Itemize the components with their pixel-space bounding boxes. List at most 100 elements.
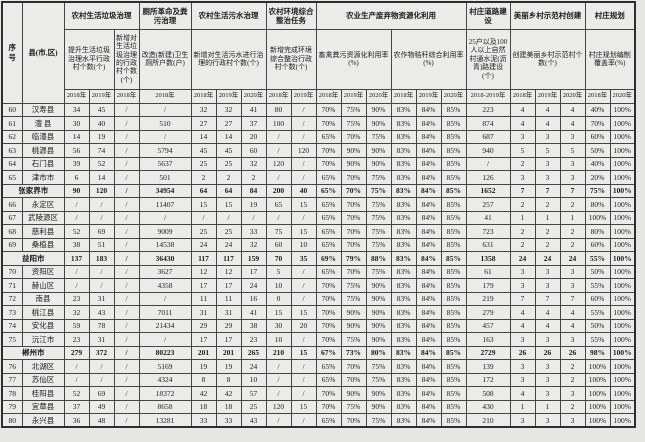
- data-cell: 3: [559, 264, 586, 279]
- data-cell: /: [290, 116, 317, 131]
- data-cell: 70%: [315, 156, 342, 171]
- data-cell: 38: [240, 318, 267, 333]
- data-cell: 85%: [440, 102, 467, 117]
- data-cell: 83%: [390, 156, 417, 171]
- data-cell: 100%: [609, 291, 636, 306]
- data-cell: 24: [240, 359, 267, 374]
- data-cell: 67%: [315, 345, 342, 360]
- data-cell: 18372: [138, 386, 192, 401]
- data-cell: 85%: [440, 386, 467, 401]
- data-cell: 126: [465, 170, 511, 185]
- group-header: 农村生活污水治理: [190, 1, 267, 30]
- data-cell: 3: [534, 278, 561, 293]
- data-cell: 11: [190, 291, 217, 306]
- data-cell: 65%: [315, 129, 342, 144]
- data-cell: /: [465, 156, 511, 171]
- data-cell: 41: [240, 102, 267, 117]
- data-cell: 90%: [365, 102, 392, 117]
- data-cell: 40: [88, 116, 115, 131]
- county-name: 安化县: [21, 318, 65, 333]
- data-cell: /: [113, 197, 140, 212]
- row-seq: 79: [1, 399, 23, 414]
- column-subheader: 农作物秸秆综合利用率(%): [390, 28, 467, 90]
- data-cell: 75%: [365, 197, 392, 212]
- data-cell: 1: [509, 399, 536, 414]
- data-cell: /: [113, 183, 140, 198]
- data-cell: 26: [559, 345, 586, 360]
- table-row: 益阳市 137 183/36430 117 117 159 70 35 69% 79% 88% 83%…: [1, 251, 636, 266]
- data-cell: 73%: [340, 345, 367, 360]
- table-row: 63 桃源县 56 74/5794 45 45 60/120 70% 90% 90% 83% 84% 8…: [1, 143, 636, 158]
- city-summary-name: 张家界市: [1, 183, 65, 198]
- data-cell: 84%: [415, 224, 442, 239]
- row-seq: 64: [1, 156, 23, 171]
- data-cell: 85%: [440, 170, 467, 185]
- data-cell: 84%: [415, 278, 442, 293]
- data-cell: 65%: [315, 413, 342, 428]
- row-seq: 68: [1, 224, 23, 239]
- data-cell: /: [290, 291, 317, 306]
- table-row: 74 安化县 59 78/21434 29 29 38 30 20 70% 90% 90% 83% 84%…: [1, 318, 636, 333]
- data-cell: /: [63, 264, 90, 279]
- data-cell: 20%: [584, 170, 611, 185]
- data-cell: 65%: [315, 359, 342, 374]
- data-cell: 80%: [365, 345, 392, 360]
- data-cell: 3: [534, 264, 561, 279]
- data-cell: 78: [88, 318, 115, 333]
- data-cell: 83%: [390, 102, 417, 117]
- data-cell: 37: [63, 399, 90, 414]
- data-cell: 11: [215, 291, 242, 306]
- data-cell: 3: [534, 156, 561, 171]
- data-cell: 7011: [138, 305, 192, 320]
- row-seq: 75: [1, 332, 23, 347]
- data-cell: 15: [215, 197, 242, 212]
- data-cell: 80%: [584, 224, 611, 239]
- data-cell: 2: [559, 372, 586, 387]
- data-cell: /: [113, 345, 140, 360]
- data-cell: 3: [509, 332, 536, 347]
- data-cell: 75%: [340, 102, 367, 117]
- data-cell: 4: [534, 305, 561, 320]
- data-cell: 24: [559, 251, 586, 266]
- data-cell: 79%: [340, 251, 367, 266]
- data-cell: 25: [190, 224, 217, 239]
- data-cell: /: [88, 372, 115, 387]
- data-cell: 84%: [415, 399, 442, 414]
- data-cell: 70%: [340, 413, 367, 428]
- data-cell: 2729: [465, 345, 511, 360]
- data-cell: 100%: [609, 318, 636, 333]
- data-cell: 11407: [138, 197, 192, 212]
- data-cell: 70%: [584, 116, 611, 131]
- data-cell: 510: [138, 116, 192, 131]
- year-header: 2018年: [509, 88, 536, 104]
- data-cell: 83%: [390, 251, 417, 266]
- data-cell: 83%: [390, 237, 417, 252]
- column-subheader: 创建美丽乡村示范村个数(个): [509, 28, 586, 90]
- data-cell: 7: [534, 291, 561, 306]
- data-cell: 32: [240, 237, 267, 252]
- data-cell: /: [290, 129, 317, 144]
- data-cell: 98%: [584, 345, 611, 360]
- data-cell: 83%: [390, 278, 417, 293]
- seq-column-header: 序号: [1, 1, 23, 104]
- group-header: 农业生产废弃物资源化利用: [315, 1, 467, 30]
- data-cell: 90%: [340, 156, 367, 171]
- data-cell: 5169: [138, 359, 192, 374]
- data-cell: 38: [63, 237, 90, 252]
- data-cell: /: [265, 143, 292, 158]
- data-cell: /: [113, 170, 140, 185]
- data-cell: 42: [190, 386, 217, 401]
- data-cell: 120: [265, 399, 292, 414]
- data-cell: 3: [534, 170, 561, 185]
- data-cell: 7: [534, 183, 561, 198]
- data-cell: 14538: [138, 237, 192, 252]
- data-cell: 2: [509, 224, 536, 239]
- table-row: 71 赫山区 / //4358 17 17 24 10/70% 75% 90% 83% 84% 85% 1…: [1, 278, 636, 293]
- data-cell: 26: [534, 345, 561, 360]
- data-cell: 100%: [609, 386, 636, 401]
- data-cell: /: [138, 291, 192, 306]
- data-cell: /: [265, 210, 292, 225]
- data-cell: 457: [465, 318, 511, 333]
- data-cell: 85%: [440, 413, 467, 428]
